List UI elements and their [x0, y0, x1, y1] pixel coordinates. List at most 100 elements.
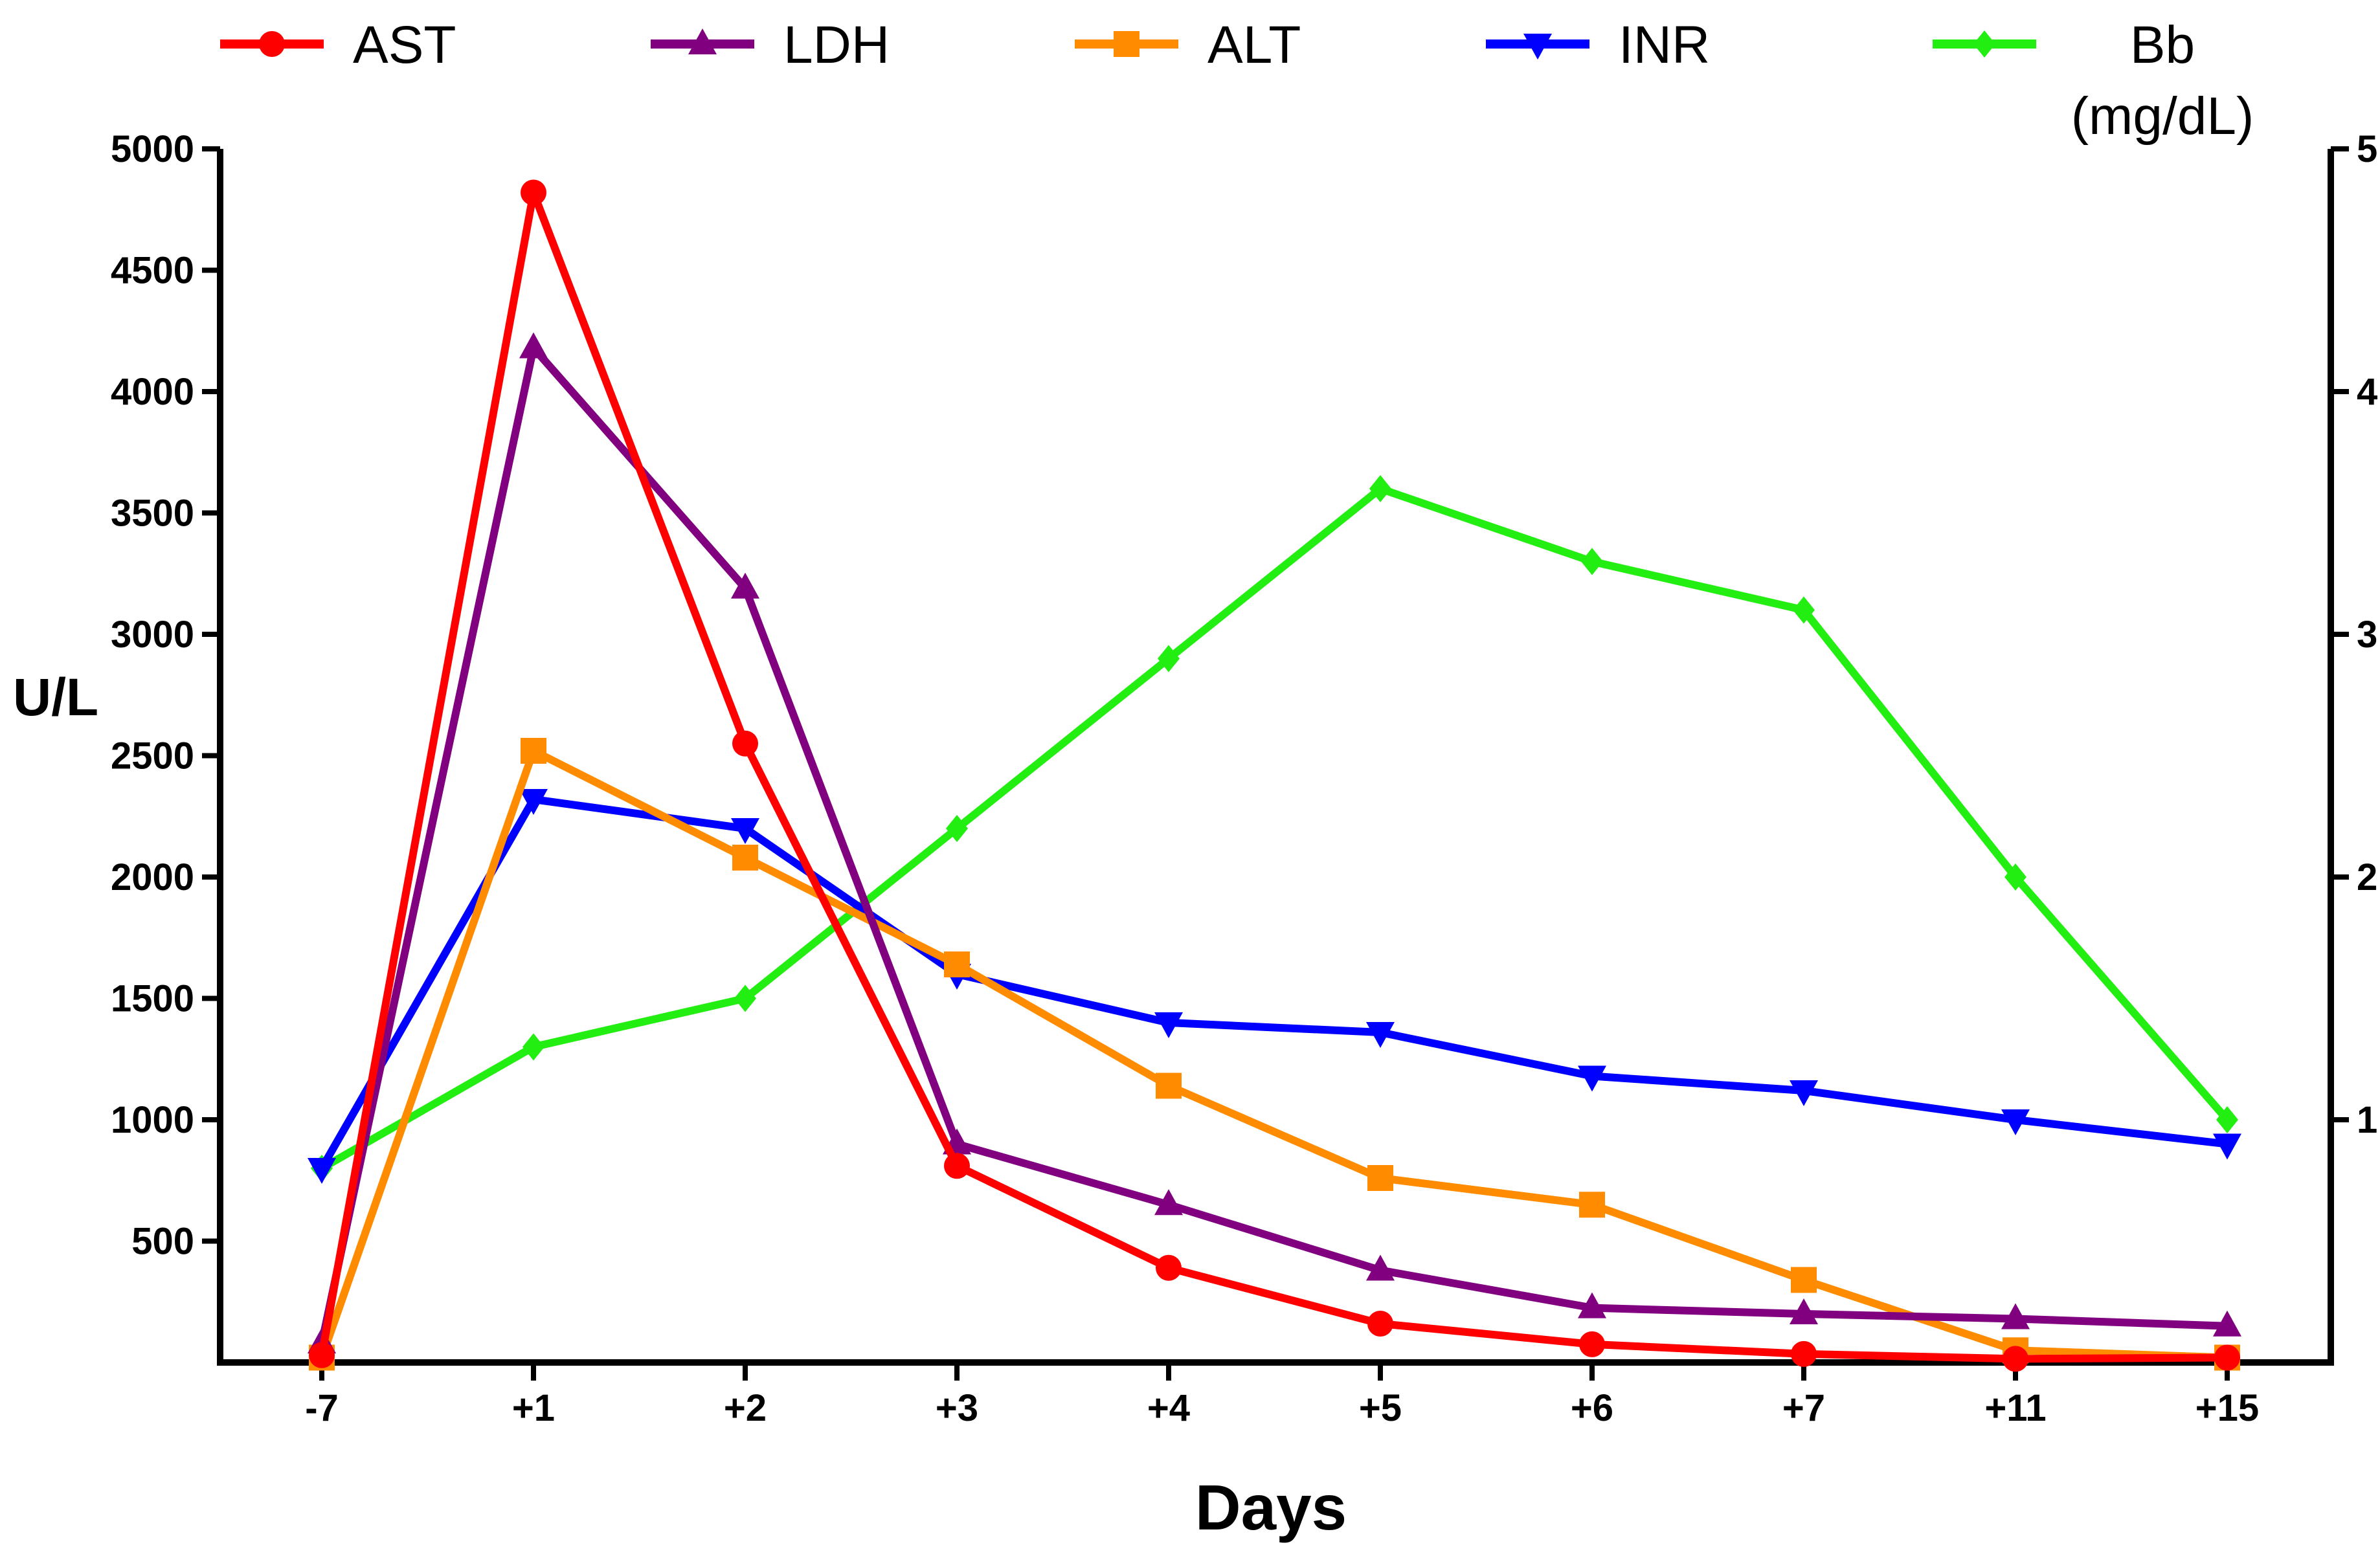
- alt-point: [521, 738, 546, 764]
- ast-point: [2003, 1346, 2028, 1372]
- inr-point: [2213, 1133, 2241, 1160]
- left-y-tick-label: 4500: [111, 250, 194, 292]
- legend-label: INR: [1619, 16, 1710, 74]
- ldh-point: [1578, 1292, 1606, 1318]
- legend-swatch-marker: [259, 31, 285, 57]
- ast-line: [318, 188, 2228, 1363]
- alt-point: [1791, 1267, 1817, 1293]
- x-tick-label: +3: [936, 1387, 978, 1429]
- series-ast: [309, 179, 2240, 1372]
- bb-point: [522, 1033, 544, 1061]
- left-y-tick-label: 500: [131, 1221, 194, 1263]
- legend-swatch-marker: [688, 28, 717, 54]
- inr-point: [2001, 1109, 2030, 1135]
- legend-label: LDH: [783, 16, 890, 74]
- series-bb: [311, 475, 2238, 1182]
- legend-item-bb: Bb (mg/dL): [1933, 16, 2254, 146]
- x-tick-label: +2: [724, 1387, 767, 1429]
- x-tick-label: +1: [512, 1387, 555, 1429]
- ast-point: [309, 1342, 335, 1368]
- right-y-tick-label: 1: [2357, 1099, 2377, 1141]
- inr-point: [1578, 1065, 1606, 1092]
- inr-point: [519, 789, 548, 815]
- legend-item-alt: ALT: [1075, 16, 1301, 74]
- x-tick-label: +6: [1571, 1387, 1613, 1429]
- legend-item-inr: INR: [1486, 16, 1710, 74]
- right-y-tick-label: 5: [2357, 128, 2377, 170]
- x-axis-title: Days: [1195, 1472, 1347, 1543]
- alt-point: [1156, 1073, 1182, 1099]
- x-tick-label: +7: [1782, 1387, 1825, 1429]
- alt-point: [944, 951, 970, 977]
- bb-point: [1369, 475, 1391, 502]
- legend-label: (mg/dL): [2071, 87, 2254, 146]
- ast-point: [1791, 1340, 1817, 1367]
- left-y-tick-label: 2000: [111, 856, 194, 898]
- ldh-point: [731, 572, 759, 599]
- legend-swatch-marker: [1973, 30, 1995, 58]
- bb-point: [2216, 1106, 2238, 1133]
- ast-point: [1367, 1311, 1393, 1337]
- right-y-tick-label: 2: [2357, 856, 2377, 898]
- left-y-tick-label: 5000: [111, 128, 194, 170]
- y-axis-title: U/L: [13, 668, 98, 727]
- inr-point: [1366, 1022, 1395, 1048]
- legend-item-ast: AST: [220, 16, 456, 74]
- x-tick-label: -7: [305, 1387, 339, 1429]
- legend: AST LDH ALT INR Bb (mg/dL): [220, 16, 2254, 146]
- ast-point: [944, 1153, 970, 1179]
- ast-point: [1579, 1331, 1605, 1357]
- ldh-point: [2213, 1310, 2241, 1337]
- series-ldh: [308, 332, 2241, 1353]
- bb-point: [734, 984, 756, 1012]
- ast-point: [732, 730, 758, 757]
- ldh-point: [1366, 1254, 1395, 1281]
- right-y-tick-label: 3: [2357, 614, 2377, 656]
- left-y-tick-label: 1000: [111, 1099, 194, 1141]
- legend-label: ALT: [1207, 16, 1301, 74]
- x-tick-label: +4: [1147, 1387, 1190, 1429]
- ldh-point: [2001, 1303, 2030, 1329]
- inr-point: [731, 818, 759, 844]
- inr-point: [1790, 1080, 1818, 1106]
- series-alt: [309, 738, 2240, 1371]
- axes: 500 1000 1500 2000 2500 3000 3500 4000 4500 5000 1…: [111, 128, 2377, 1429]
- x-tick-label: +11: [1984, 1387, 2046, 1429]
- inr-point: [308, 1158, 336, 1184]
- alt-line: [318, 747, 2228, 1362]
- right-y-tick-label: 4: [2357, 371, 2377, 413]
- left-y-tick-label: 3500: [111, 493, 194, 535]
- bb-point: [1158, 645, 1180, 672]
- series-layer: [308, 179, 2241, 1372]
- left-y-tick-label: 4000: [111, 371, 194, 413]
- x-tick-label: +15: [2195, 1387, 2259, 1429]
- bb-point: [1581, 548, 1603, 575]
- ast-point: [521, 179, 546, 206]
- alt-point: [1367, 1165, 1393, 1191]
- legend-item-ldh: LDH: [651, 16, 890, 74]
- x-tick-label: +5: [1359, 1387, 1402, 1429]
- series-inr: [308, 789, 2241, 1184]
- left-y-tick-label: 1500: [111, 978, 194, 1020]
- alt-point: [732, 845, 758, 871]
- left-y-tick-label: 2500: [111, 735, 194, 777]
- ast-point: [1156, 1254, 1182, 1281]
- ldh-point: [519, 332, 548, 359]
- legend-swatch-marker: [1523, 34, 1552, 60]
- alt-point: [1579, 1192, 1605, 1218]
- legend-label: AST: [353, 16, 456, 74]
- bb-point: [1793, 596, 1815, 624]
- inr-line: [318, 795, 2228, 1170]
- ast-point: [2214, 1344, 2240, 1371]
- bb-point: [2004, 863, 2026, 891]
- ldh-line: [318, 344, 2228, 1344]
- legend-swatch-marker: [1114, 31, 1139, 57]
- bb-line: [320, 485, 2230, 1172]
- ldh-point: [1154, 1189, 1183, 1216]
- left-y-tick-label: 3000: [111, 614, 194, 656]
- inr-point: [1154, 1012, 1183, 1038]
- legend-label: Bb: [2130, 16, 2195, 74]
- ldh-point: [1790, 1298, 1818, 1324]
- bb-point: [946, 815, 968, 842]
